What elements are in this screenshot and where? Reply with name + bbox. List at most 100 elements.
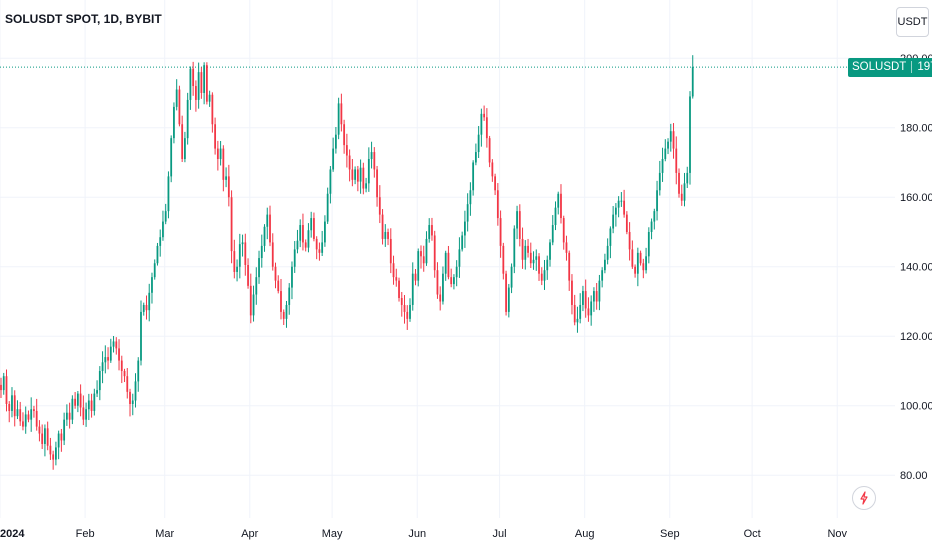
candle-body	[244, 242, 247, 265]
candle-body	[406, 311, 409, 319]
candle-body	[571, 280, 573, 305]
candle-body	[455, 266, 458, 278]
candle-body	[513, 228, 516, 267]
candle-body	[304, 242, 307, 248]
candle-body	[211, 94, 214, 125]
lightning-icon[interactable]	[852, 486, 876, 510]
candle-body	[576, 318, 579, 323]
candle-body	[689, 96, 691, 173]
candle-body	[315, 238, 318, 250]
candle-body	[0, 384, 2, 391]
candle-body	[669, 131, 672, 142]
candle-body	[488, 138, 491, 163]
candle-body	[510, 266, 513, 288]
candle-body	[71, 398, 74, 420]
candle-body	[57, 433, 60, 448]
candle-body	[466, 204, 469, 222]
candle-body	[381, 214, 384, 239]
candle-body	[573, 304, 576, 323]
candle-body	[392, 263, 395, 278]
candle-body	[90, 400, 93, 411]
candle-body	[227, 176, 230, 198]
candle-body	[170, 138, 173, 177]
candle-body	[661, 159, 664, 173]
candle-body	[109, 346, 112, 361]
candle-body	[334, 134, 337, 149]
candle-body	[329, 169, 332, 194]
candle-body	[115, 341, 118, 349]
candle-body	[321, 242, 324, 253]
candle-body	[241, 242, 244, 245]
candle-body	[277, 280, 280, 292]
last-price-symbol: SOLUSDT	[848, 61, 913, 74]
currency-label: USDT	[897, 16, 928, 28]
candle-body	[131, 400, 134, 405]
candle-body	[216, 148, 219, 160]
candle-body	[173, 106, 175, 139]
candle-body	[472, 162, 475, 191]
candle-body	[593, 291, 595, 302]
candle-body	[650, 221, 653, 232]
candle-body	[52, 454, 55, 460]
candle-body	[140, 311, 142, 361]
candle-body	[263, 226, 266, 246]
x-tick-label: Nov	[827, 528, 847, 540]
candle-body	[606, 245, 609, 260]
candle-body	[162, 221, 164, 238]
candle-body	[496, 190, 499, 219]
candle-body	[532, 259, 535, 264]
candle-body	[87, 400, 90, 410]
currency-selector-button[interactable]: USDT	[896, 7, 929, 37]
candle-body	[194, 86, 197, 100]
x-tick-label: Sep	[660, 528, 680, 540]
candle-body	[16, 409, 19, 417]
candle-body	[123, 370, 126, 377]
candle-body	[167, 176, 170, 212]
candle-body	[680, 193, 683, 201]
candle-body	[46, 428, 49, 446]
candle-body	[151, 277, 153, 293]
candle-body	[33, 409, 35, 411]
candle-body	[636, 252, 639, 274]
candle-body	[625, 214, 628, 232]
candle-body	[159, 237, 162, 246]
candle-body	[590, 301, 593, 316]
candle-body	[214, 124, 217, 149]
candle-body	[604, 259, 606, 271]
candle-body	[112, 341, 115, 347]
candle-body	[302, 225, 304, 243]
candle-body	[414, 273, 417, 281]
candle-body	[178, 89, 181, 125]
candle-body	[675, 148, 678, 173]
candle-body	[450, 277, 453, 285]
candle-body	[439, 294, 442, 302]
candle-body	[101, 362, 104, 371]
candle-body	[540, 273, 543, 281]
candle-body	[400, 298, 403, 305]
candle-body	[658, 172, 661, 191]
candle-body	[225, 176, 227, 180]
candle-body	[376, 169, 378, 198]
candle-body	[197, 72, 200, 100]
candle-body	[8, 404, 11, 411]
candle-body	[145, 304, 148, 311]
candle-body	[247, 265, 249, 286]
candle-body	[485, 117, 488, 139]
candle-body	[568, 252, 571, 281]
candle-body	[293, 249, 296, 267]
candle-body	[477, 134, 480, 153]
candle-body	[491, 162, 494, 177]
last-price-tag: SOLUSDT 197.43	[848, 57, 932, 77]
candle-body	[44, 428, 46, 444]
candle-body	[41, 433, 44, 444]
candle-body	[546, 259, 549, 271]
candle-body	[420, 251, 422, 257]
candle-body	[384, 231, 387, 239]
candle-body	[403, 304, 406, 312]
candle-body	[233, 251, 236, 272]
candle-body	[436, 270, 439, 295]
candle-body	[529, 252, 532, 264]
candle-body	[417, 251, 420, 281]
candle-body	[642, 263, 645, 271]
